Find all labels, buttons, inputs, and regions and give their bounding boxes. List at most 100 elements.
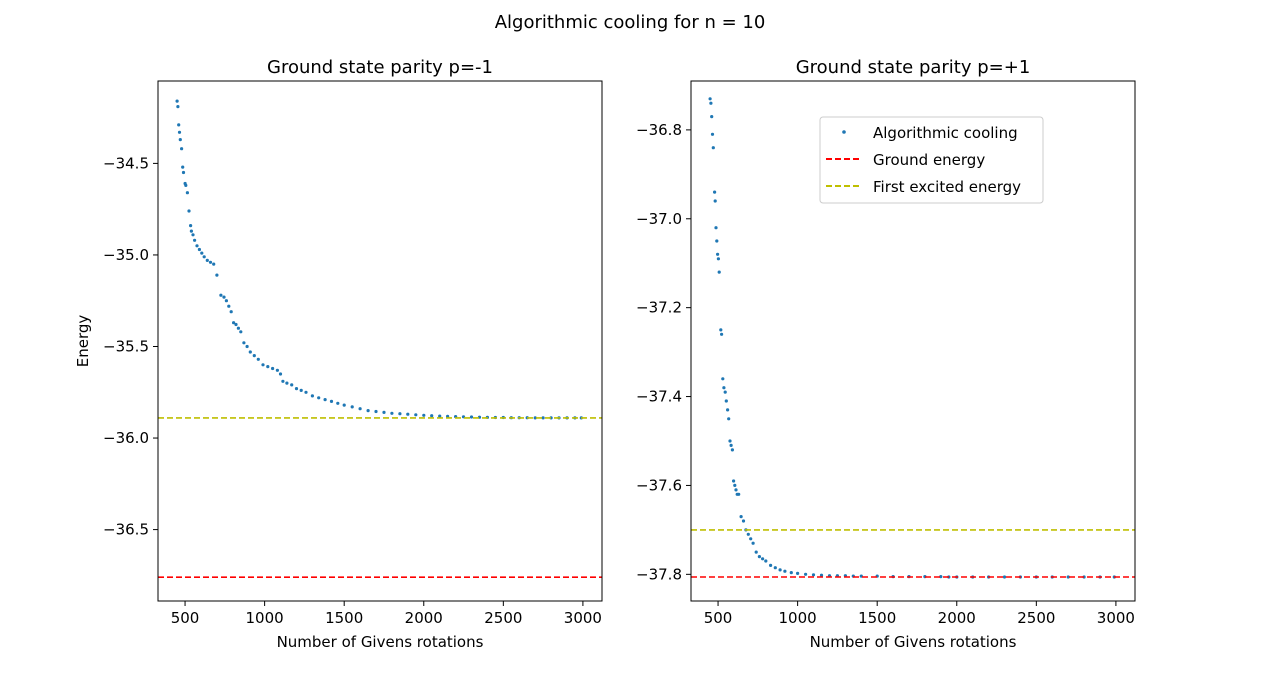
subplot-left-point-24 xyxy=(219,293,223,297)
subplot-left-title: Ground state parity p=-1 xyxy=(267,57,493,78)
subplot-right-point-7 xyxy=(714,226,718,230)
subplot-left-x-tick-label: 2500 xyxy=(484,609,522,627)
subplot-left-point-52 xyxy=(329,399,334,403)
subplot-left-point-51 xyxy=(323,398,327,402)
subplot-left-point-32 xyxy=(239,330,243,334)
subplot-right-point-31 xyxy=(746,532,750,536)
subplot-left-point-60 xyxy=(390,411,394,415)
subplot-right-point-29 xyxy=(741,519,746,523)
subplot-left-y-tick-label: −36.5 xyxy=(103,521,149,539)
subplot-left-point-18 xyxy=(200,251,204,255)
subplot-right-x-tick-label: 1500 xyxy=(858,609,896,627)
subplot-left: Ground state parity p=-1 500 1000 1500 2000… xyxy=(74,57,603,651)
legend-label-ground-energy: Ground energy xyxy=(873,151,985,169)
subplot-left-point-70 xyxy=(469,415,474,419)
subplot-right-frame xyxy=(690,80,1136,602)
subplot-left-point-14 xyxy=(191,233,195,237)
subplot-left-point-62 xyxy=(406,412,410,416)
subplot-right-y-ticks: −37.8 −37.6 −37.4 −37.2 −37.0 −36.8 xyxy=(636,121,691,583)
subplot-right-point-6 xyxy=(713,199,717,203)
subplot-left-point-58 xyxy=(374,409,378,414)
subplot-left-x-ticks: 500 1000 1500 2000 2500 3000 xyxy=(171,601,602,627)
subplot-left-point-53 xyxy=(336,401,340,405)
subplot-right-x-tick-label: 2000 xyxy=(938,609,976,627)
subplot-right-point-20 xyxy=(728,439,732,443)
subplot-left-point-43 xyxy=(281,379,285,383)
subplot-left-point-34 xyxy=(245,344,249,349)
subplot-left-y-tick-label: −35.0 xyxy=(103,246,149,264)
subplot-right-point-24 xyxy=(733,483,737,487)
subplot-left-point-16 xyxy=(195,244,199,248)
subplot-left-point-54 xyxy=(342,403,346,407)
subplot-right-point-9 xyxy=(716,252,720,256)
subplot-left-point-11 xyxy=(187,209,191,213)
subplot-left-point-35 xyxy=(248,350,252,354)
subplot-left-point-33 xyxy=(242,341,246,345)
subplot-left-point-57 xyxy=(366,409,370,413)
subplot-left-point-10 xyxy=(185,191,189,195)
subplot-left-point-79 xyxy=(541,416,545,420)
subplot-right-point-5 xyxy=(713,190,717,194)
subplot-right-point-1 xyxy=(709,101,713,105)
subplot-left-y-tick-label: −34.5 xyxy=(103,154,149,172)
subplot-left-y-ticks: −36.5 −36.0 −35.5 −35.0 −34.5 xyxy=(103,154,158,539)
subplot-left-point-28 xyxy=(229,310,233,314)
subplot-right-y-tick-label: −37.2 xyxy=(636,299,682,317)
subplot-left-point-37 xyxy=(256,357,260,361)
subplot-right-y-tick-label: −37.6 xyxy=(636,476,682,494)
legend-label-first-excited-energy: First excited energy xyxy=(873,178,1021,196)
subplot-left-point-63 xyxy=(414,413,418,417)
subplot-right-point-21 xyxy=(729,443,733,447)
subplot-right-y-tick-label: −36.8 xyxy=(636,121,682,139)
subplot-right-point-43 xyxy=(796,571,800,576)
subplot-right-x-tick-label: 500 xyxy=(704,609,733,627)
subplot-left-point-7 xyxy=(181,170,186,175)
subplot-right-point-19 xyxy=(727,417,731,421)
subplot-left-point-6 xyxy=(181,165,185,169)
subplot-left-point-22 xyxy=(212,262,216,266)
subplot-right-point-40 xyxy=(778,568,782,572)
subplot-left-x-tick-label: 3000 xyxy=(564,609,602,627)
subplot-left-point-80 xyxy=(549,416,553,420)
subplot-left-point-49 xyxy=(310,394,314,398)
subplot-left-point-26 xyxy=(224,299,228,303)
subplot-right-point-4 xyxy=(711,146,715,150)
subplot-left-x-tick-label: 1000 xyxy=(246,609,284,627)
subplot-left-point-30 xyxy=(234,322,238,327)
subplot-left-x-tick-label: 1500 xyxy=(325,609,363,627)
subplot-right-point-2 xyxy=(710,115,714,119)
subplot-left-point-19 xyxy=(202,255,206,259)
subplot-left-point-4 xyxy=(178,138,182,142)
subplot-right-point-28 xyxy=(739,515,743,519)
subplot-left-point-1 xyxy=(176,105,180,109)
subplot-left-plot-area xyxy=(158,99,602,579)
subplot-left-point-66 xyxy=(438,414,442,418)
subplot-right-x-ticks: 500 1000 1500 2000 2500 3000 xyxy=(704,601,1135,627)
subplot-right-x-axis-label: Number of Givens rotations xyxy=(810,633,1017,651)
subplot-left-point-13 xyxy=(189,229,193,233)
subplot-right-point-33 xyxy=(751,541,755,545)
subplot-right-x-tick-label: 3000 xyxy=(1097,609,1135,627)
subplot-right-y-tick-label: −37.0 xyxy=(636,210,682,228)
subplot-right-point-18 xyxy=(726,408,730,412)
subplot-right-point-42 xyxy=(789,571,793,575)
subplot-left-point-47 xyxy=(299,388,303,392)
subplot-left-point-20 xyxy=(205,258,209,262)
subplot-left-point-23 xyxy=(215,273,219,277)
subplot-left-point-40 xyxy=(271,366,275,371)
subplot-right-point-13 xyxy=(720,332,724,336)
subplot-left-point-12 xyxy=(189,224,193,228)
subplot-left-point-50 xyxy=(317,396,321,400)
subplot-left-point-38 xyxy=(261,363,265,367)
legend-box xyxy=(819,116,1044,204)
subplot-left-x-tick-label: 2000 xyxy=(405,609,443,627)
subplot-right-point-37 xyxy=(764,559,768,563)
subplot-right-point-16 xyxy=(723,390,727,394)
subplot-right-point-38 xyxy=(769,563,773,568)
subplot-left-y-tick-label: −36.0 xyxy=(103,429,149,447)
subplot-left-point-3 xyxy=(177,130,182,134)
subplot-left-point-39 xyxy=(266,365,270,369)
subplot-left-point-9 xyxy=(184,183,188,187)
subplot-right-plot-area xyxy=(691,97,1135,579)
